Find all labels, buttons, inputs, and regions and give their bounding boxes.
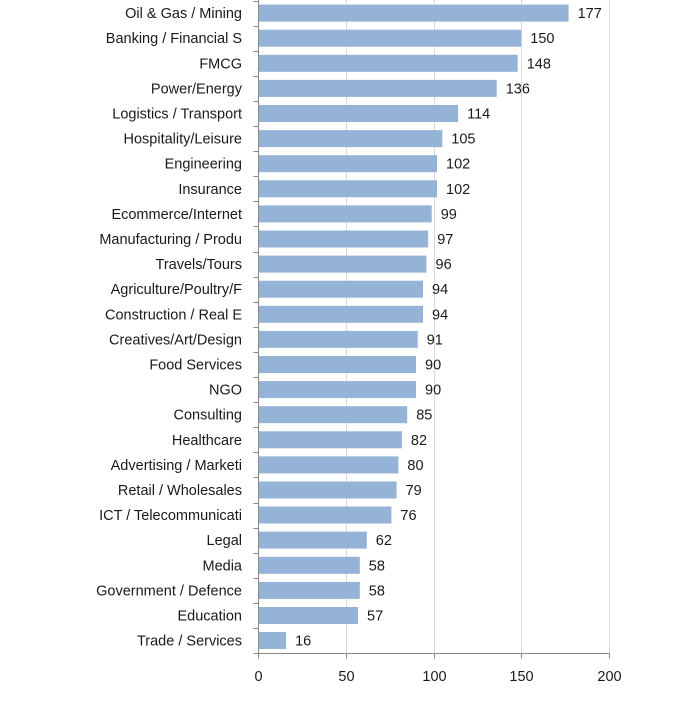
category-label-16: Consulting — [173, 408, 242, 424]
x-tick-label-0: 0 — [254, 669, 262, 685]
value-label-3: 136 — [506, 81, 530, 97]
bar-16 — [258, 406, 408, 424]
bar-7 — [258, 180, 437, 198]
category-label-14: Food Services — [149, 358, 242, 374]
bar-12 — [258, 305, 423, 323]
category-label-22: Media — [203, 558, 243, 574]
value-label-24: 57 — [367, 609, 383, 625]
bar-20 — [258, 506, 392, 524]
value-label-11: 94 — [432, 282, 448, 298]
category-label-23: Government / Defence — [96, 583, 242, 599]
bar-9 — [258, 230, 429, 248]
value-label-25: 16 — [295, 634, 311, 650]
category-label-19: Retail / Wholesales — [118, 483, 242, 499]
category-label-5: Hospitality/Leisure — [124, 132, 242, 148]
category-label-18: Advertising / Marketi — [111, 458, 242, 474]
bar-8 — [258, 205, 432, 223]
category-label-11: Agriculture/Poultry/F — [111, 282, 242, 298]
value-label-6: 102 — [446, 157, 470, 173]
bar-3 — [258, 79, 497, 97]
value-label-19: 79 — [406, 483, 422, 499]
category-label-20: ICT / Telecommunicati — [99, 508, 242, 524]
bar-18 — [258, 456, 399, 474]
bar-5 — [258, 130, 443, 148]
bar-0 — [258, 4, 569, 22]
category-label-17: Healthcare — [172, 433, 242, 449]
value-label-12: 94 — [432, 307, 448, 323]
value-label-22: 58 — [369, 558, 385, 574]
value-label-13: 91 — [427, 332, 443, 348]
category-label-0: Oil & Gas / Mining — [125, 6, 242, 22]
bar-19 — [258, 481, 397, 499]
category-label-1: Banking / Financial S — [106, 31, 242, 47]
bar-1 — [258, 29, 522, 47]
category-label-7: Insurance — [178, 182, 242, 198]
value-label-18: 80 — [407, 458, 423, 474]
category-label-4: Logistics / Transport — [112, 107, 242, 123]
bars — [258, 4, 569, 649]
value-label-7: 102 — [446, 182, 470, 198]
bar-13 — [258, 330, 418, 348]
category-label-2: FMCG — [199, 56, 242, 72]
category-label-6: Engineering — [165, 157, 242, 173]
axes — [253, 0, 610, 659]
x-tick-label-100: 100 — [422, 669, 446, 685]
category-label-25: Trade / Services — [137, 634, 242, 650]
bar-22 — [258, 556, 360, 574]
value-labels: 177 150 148 136 114 105 102 102 99 97 96 94 94 91 90 90… — [295, 6, 602, 649]
bar-4 — [258, 105, 459, 122]
value-label-9: 97 — [437, 232, 453, 248]
value-label-20: 76 — [400, 508, 416, 524]
bar-14 — [258, 356, 416, 373]
value-label-10: 96 — [436, 257, 452, 273]
value-label-15: 90 — [425, 383, 441, 399]
category-label-13: Creatives/Art/Design — [109, 332, 242, 348]
category-label-15: NGO — [209, 383, 242, 399]
x-tick-label-200: 200 — [597, 669, 621, 685]
value-label-8: 99 — [441, 207, 457, 223]
category-labels: Oil & Gas / Mining Banking / Financial S F… — [96, 6, 243, 649]
gridlines — [346, 0, 610, 653]
bar-15 — [258, 381, 416, 399]
value-label-17: 82 — [411, 433, 427, 449]
value-label-23: 58 — [369, 583, 385, 599]
category-label-8: Ecommerce/Internet — [111, 207, 242, 223]
value-label-14: 90 — [425, 358, 441, 374]
bar-25 — [258, 632, 287, 649]
value-label-1: 150 — [530, 31, 554, 47]
x-tick-label-150: 150 — [509, 669, 533, 685]
value-label-5: 105 — [451, 132, 475, 148]
bar-24 — [258, 607, 358, 624]
value-label-4: 114 — [467, 107, 490, 123]
bar-6 — [258, 155, 437, 173]
category-label-24: Education — [178, 609, 243, 625]
bar-21 — [258, 531, 367, 549]
bar-10 — [258, 255, 427, 273]
bar-17 — [258, 431, 402, 449]
bar-2 — [258, 54, 518, 72]
category-label-12: Construction / Real E — [105, 307, 242, 323]
tick-labels: 0 50 100 150 200 — [254, 669, 621, 685]
category-label-3: Power/Energy — [151, 81, 243, 97]
category-label-21: Legal — [207, 533, 242, 549]
x-tick-label-50: 50 — [338, 669, 354, 685]
bar-11 — [258, 280, 423, 298]
category-label-10: Travels/Tours — [156, 257, 242, 273]
bar-23 — [258, 581, 360, 599]
value-label-2: 148 — [527, 56, 551, 72]
value-label-16: 85 — [416, 408, 432, 424]
category-label-9: Manufacturing / Produ — [99, 232, 242, 248]
value-label-0: 177 — [578, 6, 602, 22]
value-label-21: 62 — [376, 533, 392, 549]
